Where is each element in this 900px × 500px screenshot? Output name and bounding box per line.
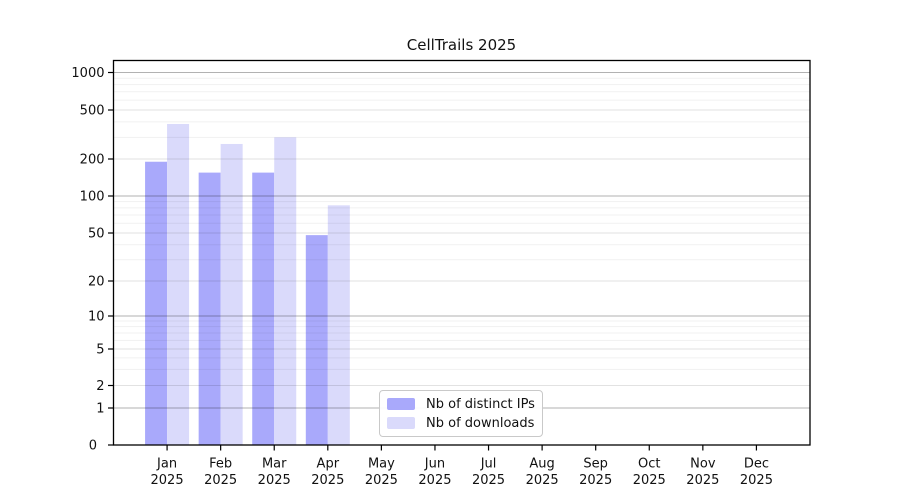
- x-tick-label-year-jun-2025: 2025: [418, 473, 451, 488]
- y-tick-label-20: 20: [88, 275, 105, 290]
- y-tick-label-200: 200: [80, 153, 105, 168]
- y-tick-label-0: 0: [89, 439, 97, 454]
- x-tick-label-year-mar-2025: 2025: [258, 473, 291, 488]
- legend-item-distinct-ips: Nb of distinct IPs: [387, 398, 542, 411]
- x-tick-label-month-may-2025: May: [368, 457, 395, 472]
- x-tick-label-month-feb-2025: Feb: [209, 457, 232, 472]
- legend: Nb of distinct IPs Nb of downloads: [379, 390, 543, 437]
- y-tick-label-2: 2: [96, 379, 104, 394]
- bar-nb-of-distinct-ips-mar-2025: [252, 172, 275, 445]
- x-axis: Jan2025Feb2025Mar2025Apr2025May2025Jun20…: [151, 445, 773, 488]
- x-tick-label-year-may-2025: 2025: [365, 473, 398, 488]
- x-tick-label-year-feb-2025: 2025: [204, 473, 237, 488]
- y-tick-label-1000: 1000: [71, 66, 104, 81]
- x-tick-label-year-jul-2025: 2025: [472, 473, 505, 488]
- downloads-swatch: [387, 416, 415, 430]
- y-tick-label-50: 50: [88, 227, 105, 242]
- x-tick-label-month-oct-2025: Oct: [638, 457, 660, 472]
- legend-label-distinct-ips: Nb of distinct IPs: [426, 396, 535, 412]
- distinct-ips-swatch: [387, 397, 415, 411]
- bar-nb-of-distinct-ips-apr-2025: [305, 235, 328, 445]
- y-tick-label-500: 500: [80, 104, 105, 119]
- legend-item-downloads: Nb of downloads: [387, 417, 542, 430]
- x-tick-label-month-jun-2025: Jun: [424, 457, 445, 472]
- x-tick-label-year-nov-2025: 2025: [686, 473, 719, 488]
- bar-nb-of-downloads-feb-2025: [220, 143, 243, 445]
- bar-nb-of-distinct-ips-feb-2025: [198, 172, 221, 445]
- y-axis: 0 1 2 5 10 20 50 100 200 500 1000: [71, 66, 114, 454]
- y-tick-label-100: 100: [80, 190, 105, 205]
- y-tick-label-5: 5: [96, 343, 104, 358]
- x-tick-label-year-jan-2025: 2025: [151, 473, 184, 488]
- bar-nb-of-downloads-jan-2025: [167, 123, 190, 445]
- x-tick-label-month-sep-2025: Sep: [583, 457, 608, 472]
- x-tick-label-year-sep-2025: 2025: [579, 473, 612, 488]
- x-tick-label-month-jul-2025: Jul: [480, 457, 497, 472]
- x-tick-label-month-jan-2025: Jan: [156, 457, 177, 472]
- x-tick-label-year-oct-2025: 2025: [633, 473, 666, 488]
- bars-group: [145, 123, 350, 446]
- y-tick-label-1: 1: [96, 402, 104, 417]
- x-tick-label-month-apr-2025: Apr: [317, 457, 340, 472]
- legend-label-downloads: Nb of downloads: [426, 415, 535, 431]
- x-tick-label-month-mar-2025: Mar: [262, 457, 287, 472]
- x-tick-label-year-apr-2025: 2025: [311, 473, 344, 488]
- x-tick-label-month-nov-2025: Nov: [690, 457, 716, 472]
- x-tick-label-month-dec-2025: Dec: [744, 457, 769, 472]
- x-tick-label-month-aug-2025: Aug: [529, 457, 554, 472]
- x-tick-label-year-dec-2025: 2025: [740, 473, 773, 488]
- x-tick-label-year-aug-2025: 2025: [526, 473, 559, 488]
- y-tick-label-10: 10: [88, 310, 105, 325]
- plot-frame: [112, 59, 811, 446]
- bar-nb-of-downloads-apr-2025: [327, 205, 350, 445]
- chart-title: CellTrails 2025: [406, 36, 517, 54]
- bar-nb-of-downloads-mar-2025: [274, 137, 297, 446]
- bar-nb-of-distinct-ips-jan-2025: [145, 161, 168, 445]
